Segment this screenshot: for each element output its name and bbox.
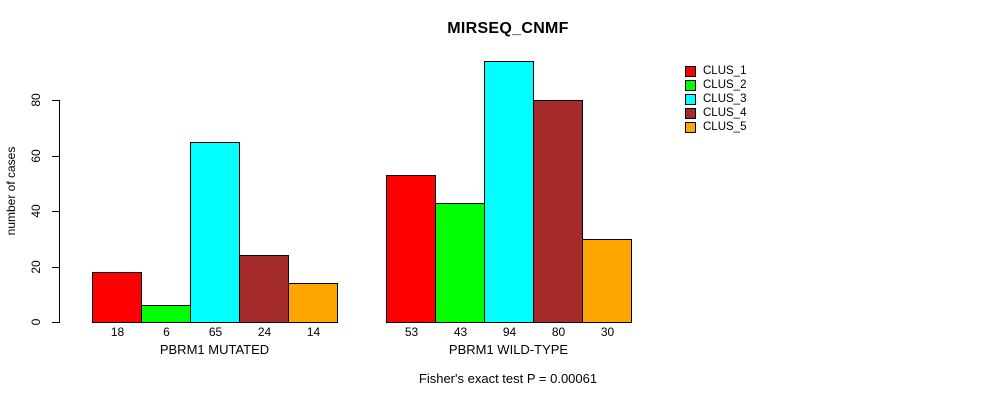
legend-item: CLUS_1 bbox=[685, 64, 746, 78]
legend-swatch-icon bbox=[685, 121, 696, 133]
y-tick-label: 80 bbox=[29, 93, 43, 107]
group-label: PBRM1 MUTATED bbox=[159, 342, 270, 357]
bar-clus_5 bbox=[582, 239, 632, 323]
y-tick-mark bbox=[52, 156, 60, 157]
bar-value-label: 6 bbox=[163, 325, 170, 339]
legend-swatch-icon bbox=[685, 107, 696, 119]
bar-value-label: 53 bbox=[404, 325, 419, 339]
y-tick-label: 20 bbox=[29, 260, 43, 274]
y-tick-label: 0 bbox=[29, 318, 43, 326]
y-tick-mark bbox=[52, 267, 60, 268]
bar-clus_1 bbox=[386, 175, 436, 323]
bar-value-label: 43 bbox=[453, 325, 468, 339]
bar-value-label: 30 bbox=[600, 325, 615, 339]
y-tick-mark bbox=[52, 211, 60, 212]
y-tick-label: 60 bbox=[29, 149, 43, 163]
bar-value-label: 14 bbox=[306, 325, 321, 339]
bar-clus_3 bbox=[190, 142, 240, 323]
bar-value-label: 80 bbox=[551, 325, 566, 339]
y-tick-mark bbox=[52, 322, 60, 323]
legend-label: CLUS_2 bbox=[703, 79, 747, 91]
bar-value-label: 24 bbox=[257, 325, 272, 339]
legend-label: CLUS_5 bbox=[703, 121, 747, 133]
legend-item: CLUS_5 bbox=[685, 120, 746, 134]
bar-value-label: 65 bbox=[208, 325, 223, 339]
bar-clus_2 bbox=[141, 305, 191, 323]
legend-label: CLUS_3 bbox=[703, 93, 747, 105]
bar-clus_3 bbox=[484, 61, 534, 323]
bar-clus_2 bbox=[435, 203, 485, 323]
y-tick-label: 40 bbox=[29, 204, 43, 218]
bar-value-label: 94 bbox=[502, 325, 517, 339]
legend-label: CLUS_4 bbox=[703, 107, 747, 119]
legend-item: CLUS_3 bbox=[685, 92, 746, 106]
legend-swatch-icon bbox=[685, 65, 696, 77]
legend-item: CLUS_4 bbox=[685, 106, 746, 120]
bar-value-label: 18 bbox=[110, 325, 125, 339]
legend: CLUS_1 CLUS_2 CLUS_3 CLUS_4 CLUS_5 bbox=[685, 64, 746, 134]
bar-clus_4 bbox=[533, 100, 583, 323]
chart-title: MIRSEQ_CNMF bbox=[447, 20, 569, 37]
y-tick-mark bbox=[52, 100, 60, 101]
legend-swatch-icon bbox=[685, 93, 696, 105]
legend-swatch-icon bbox=[685, 79, 696, 91]
legend-label: CLUS_1 bbox=[703, 65, 747, 77]
y-axis-label: number of cases bbox=[4, 146, 18, 236]
bar-clus_4 bbox=[239, 255, 289, 323]
footnote: Fisher's exact test P = 0.00061 bbox=[418, 371, 598, 386]
bar-clus_5 bbox=[288, 283, 338, 323]
bar-clus_1 bbox=[92, 272, 142, 323]
group-label: PBRM1 WILD-TYPE bbox=[448, 342, 569, 357]
legend-item: CLUS_2 bbox=[685, 78, 746, 92]
